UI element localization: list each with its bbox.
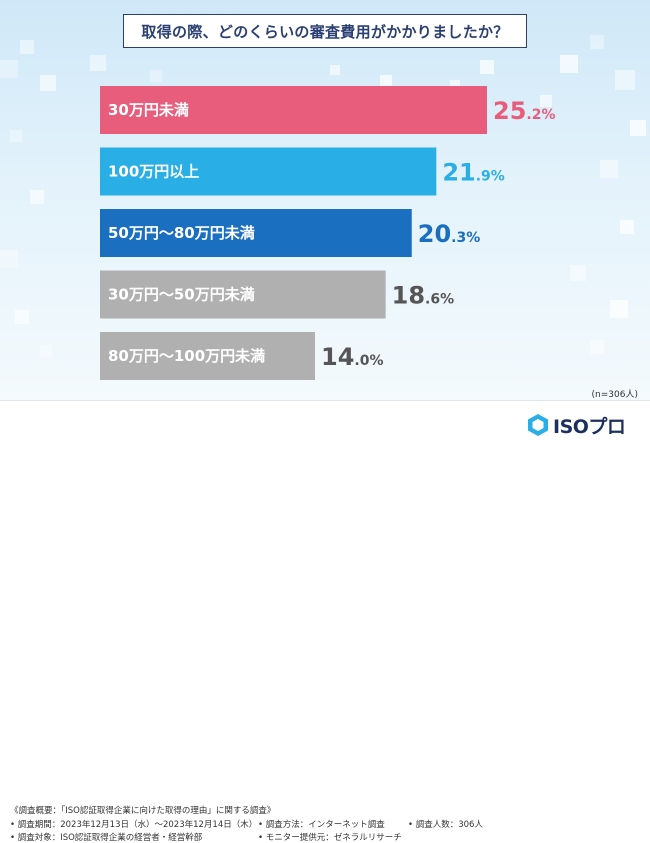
decorative-square (560, 55, 578, 73)
decorative-square (30, 190, 44, 204)
decorative-square (150, 70, 162, 82)
decorative-square (620, 220, 634, 234)
decorative-square (570, 265, 586, 281)
survey-method: • 調査方法：インターネット調査 (258, 820, 385, 830)
value-label-2: 21.9% (442, 159, 505, 187)
value-label-1: 25.2% (493, 97, 556, 125)
survey-period: • 調査期間：2023年12月13日（水）〜2023年12月14日（木） (10, 820, 258, 830)
decorative-square (540, 95, 552, 107)
decorative-square (590, 340, 604, 354)
decorative-square (0, 250, 18, 268)
decorative-square (615, 70, 635, 90)
bar-label-5: 80万円〜100万円未満 (108, 347, 265, 365)
decorative-square (20, 40, 34, 54)
sample-size-note: (n=306人) (591, 390, 638, 400)
decorative-square (40, 75, 56, 91)
decorative-square (380, 75, 392, 87)
hexagon-logo-icon (528, 414, 548, 436)
iso-pro-logo: ISOプロ (527, 413, 626, 438)
value-label-3: 20.3% (418, 220, 481, 248)
bar-1 (100, 86, 487, 134)
survey-count: • 調査人数：306人 (408, 820, 483, 830)
survey-target: • 調査対象：ISO認証取得企業の経営者・経営幹部 (10, 833, 203, 843)
decorative-square (15, 310, 29, 324)
logo-text: ISOプロ (553, 415, 626, 438)
survey-overview: 《調査概要：「ISO認証取得企業に向けた取得の理由」に関する調査》 (10, 806, 276, 816)
decorative-square (450, 80, 460, 90)
decorative-square (480, 60, 494, 74)
decorative-square (0, 60, 18, 78)
bar-label-1: 30万円未満 (108, 101, 189, 119)
decorative-square (330, 65, 340, 75)
value-label-4: 18.6% (392, 282, 455, 310)
survey-provider: • モニター提供元：ゼネラルリサーチ (258, 833, 402, 843)
chart-title: 取得の際、どのくらいの審査費用がかかりましたか？ (123, 14, 527, 48)
bar-5 (100, 332, 315, 380)
value-label-5: 14.0% (321, 343, 384, 371)
decorative-square (40, 345, 52, 357)
bar-label-3: 50万円〜80万円未満 (108, 224, 255, 242)
bar-chart: 30万円未満 25.2% 100万円以上 21.9% 50万円〜80万円未満 20.3% 3… (100, 86, 556, 380)
decorative-square (590, 35, 604, 49)
decorative-square (10, 130, 22, 142)
decorative-square (610, 300, 628, 318)
bar-4 (100, 270, 386, 319)
decorative-square (90, 55, 106, 71)
decorative-square (630, 120, 646, 136)
chart-title-text: 取得の際、どのくらいの審査費用がかかりましたか？ (141, 22, 509, 41)
bar-label-2: 100万円以上 (108, 163, 199, 181)
bar-label-4: 30万円〜50万円未満 (108, 286, 255, 304)
decorative-square (600, 160, 618, 178)
bar-3 (100, 209, 412, 257)
bar-2 (100, 147, 437, 196)
